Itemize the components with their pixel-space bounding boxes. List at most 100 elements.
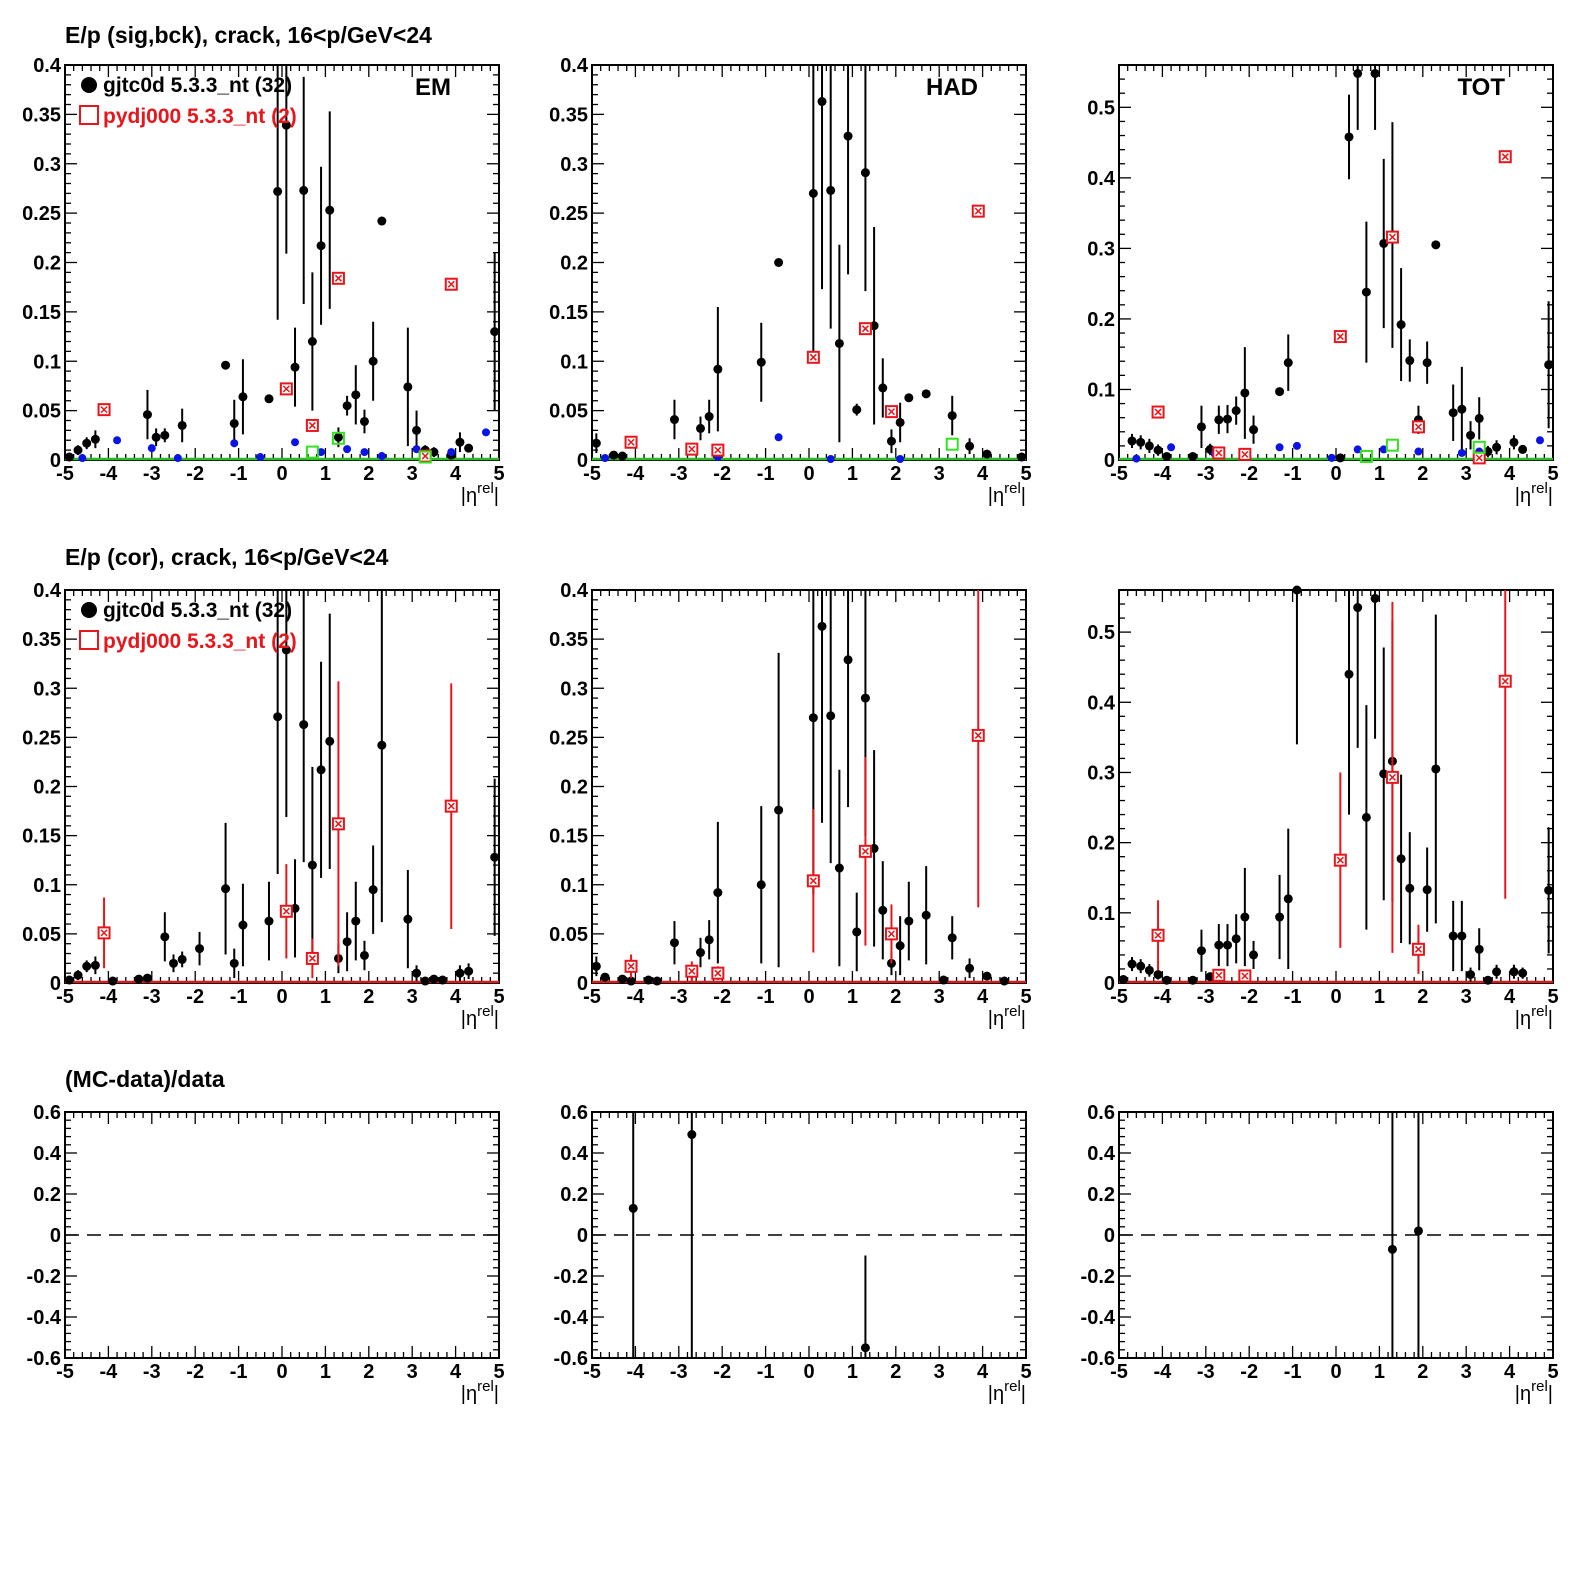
x-axis-title-close: |	[1021, 485, 1026, 507]
x-tick-label: 3	[934, 1361, 945, 1383]
y-tick-label: 0.4	[33, 1143, 62, 1165]
y-tick-label: 0.35	[549, 629, 588, 651]
data-point	[895, 417, 905, 427]
data-point	[1344, 132, 1354, 142]
x-tick-label: 3	[407, 1361, 418, 1383]
y-tick-label: 0.2	[1087, 309, 1115, 331]
data-point	[696, 423, 705, 433]
data-point	[878, 383, 888, 393]
data-point	[817, 621, 827, 631]
x-axis-title-base: |η	[1515, 1383, 1531, 1405]
x-tick-label: -2	[186, 463, 204, 485]
data-point	[999, 976, 1009, 986]
y-tick-label: 0.05	[22, 401, 61, 423]
data-point	[238, 392, 248, 402]
legend-mc-marker	[79, 630, 99, 650]
data-point	[1127, 436, 1137, 446]
x-tick-label: -4	[627, 1361, 646, 1383]
x-axis-title-base: |η	[461, 1008, 477, 1030]
data-point	[1448, 408, 1458, 418]
y-tick-label: 0.6	[560, 1102, 588, 1124]
data-point	[826, 711, 836, 721]
y-tick-label: 0.1	[33, 875, 61, 897]
data-point	[1223, 414, 1232, 424]
bck-data-point	[360, 448, 369, 457]
corner-label: EM	[415, 74, 451, 101]
x-axis-title: |ηrel|	[988, 1003, 1026, 1030]
y-tick-label: 0.05	[22, 924, 61, 946]
y-tick-label: 0.15	[22, 302, 61, 324]
x-tick-label: 0	[803, 986, 814, 1008]
x-tick-label: 4	[977, 1361, 989, 1383]
plot-frame	[1118, 1111, 1554, 1359]
x-tick-label: 3	[1461, 463, 1472, 485]
bck-data-point	[1535, 436, 1544, 445]
data-point	[843, 131, 853, 141]
data-point	[921, 389, 931, 399]
plot-sig-had: -5 -4 -3 -2 -1 0 1 2 3 4 5|ηrel|00.050.10.150.20.2…	[549, 55, 1032, 507]
data-point	[1509, 437, 1519, 447]
data-point	[1492, 967, 1502, 977]
data-point	[965, 963, 975, 973]
bck-data-point	[447, 448, 456, 457]
x-tick-label: 3	[934, 986, 945, 1008]
data-point	[290, 362, 300, 372]
row-title-sig: E/p (sig,bck), crack, 16<p/GeV<24	[65, 22, 432, 48]
y-tick-label: -0.6	[554, 1348, 588, 1370]
data-point	[774, 805, 784, 815]
data-point	[852, 927, 862, 937]
data-point	[142, 973, 152, 983]
x-axis-title: |ηrel|	[1515, 1378, 1553, 1405]
data-point	[1153, 970, 1163, 980]
x-axis-title-sup: rel	[1531, 1003, 1548, 1020]
x-tick-label: 5	[493, 986, 504, 1008]
y-tick-label: -0.4	[27, 1307, 62, 1329]
data-point	[1162, 975, 1172, 985]
data-point	[669, 415, 679, 425]
mc-point-cross	[887, 408, 895, 416]
mc-point-cross	[282, 907, 290, 915]
y-tick-label: 0.4	[560, 1143, 589, 1165]
data-point	[73, 445, 83, 455]
bck-data-point	[1167, 443, 1176, 452]
data-point	[826, 185, 836, 195]
data-point	[1335, 453, 1345, 463]
x-axis-title-base: |η	[988, 1383, 1004, 1405]
y-tick-label: 0	[1104, 450, 1115, 472]
x-tick-label: -1	[1284, 1361, 1302, 1383]
data-point	[1361, 287, 1371, 297]
data-point	[90, 960, 100, 970]
data-point	[160, 932, 170, 942]
x-tick-label: -3	[143, 986, 161, 1008]
y-tick-label: 0.25	[22, 203, 61, 225]
x-axis-title-sup: rel	[1531, 1378, 1548, 1395]
y-tick-label: -0.4	[1081, 1307, 1116, 1329]
x-tick-label: 2	[363, 986, 374, 1008]
x-tick-label: 3	[407, 463, 418, 485]
data-point	[643, 975, 653, 985]
data-point	[1405, 356, 1415, 366]
x-axis-title-close: |	[1021, 1008, 1026, 1030]
data-point	[852, 405, 862, 415]
data-point	[299, 185, 309, 195]
data-point	[617, 974, 627, 984]
y-tick-label: 0.05	[549, 401, 588, 423]
data-point	[1422, 358, 1432, 368]
y-tick-label: 0	[1104, 973, 1115, 995]
data-point	[921, 910, 931, 920]
data-point	[82, 438, 92, 448]
data-point	[1214, 940, 1224, 950]
data-point	[342, 937, 352, 947]
y-tick-label: 0.25	[549, 203, 588, 225]
data-point	[464, 443, 474, 453]
y-tick-label: 0.2	[1087, 1184, 1115, 1206]
data-point	[412, 968, 422, 978]
row-title-cor: E/p (cor), crack, 16<p/GeV<24	[65, 544, 389, 570]
mc-point-cross	[282, 385, 290, 393]
plot-frame	[591, 589, 1027, 984]
data-point	[1017, 452, 1027, 462]
y-tick-label: 0.5	[1087, 622, 1115, 644]
data-point	[774, 258, 784, 267]
x-tick-label: -2	[186, 986, 204, 1008]
x-tick-label: 4	[1504, 1361, 1516, 1383]
